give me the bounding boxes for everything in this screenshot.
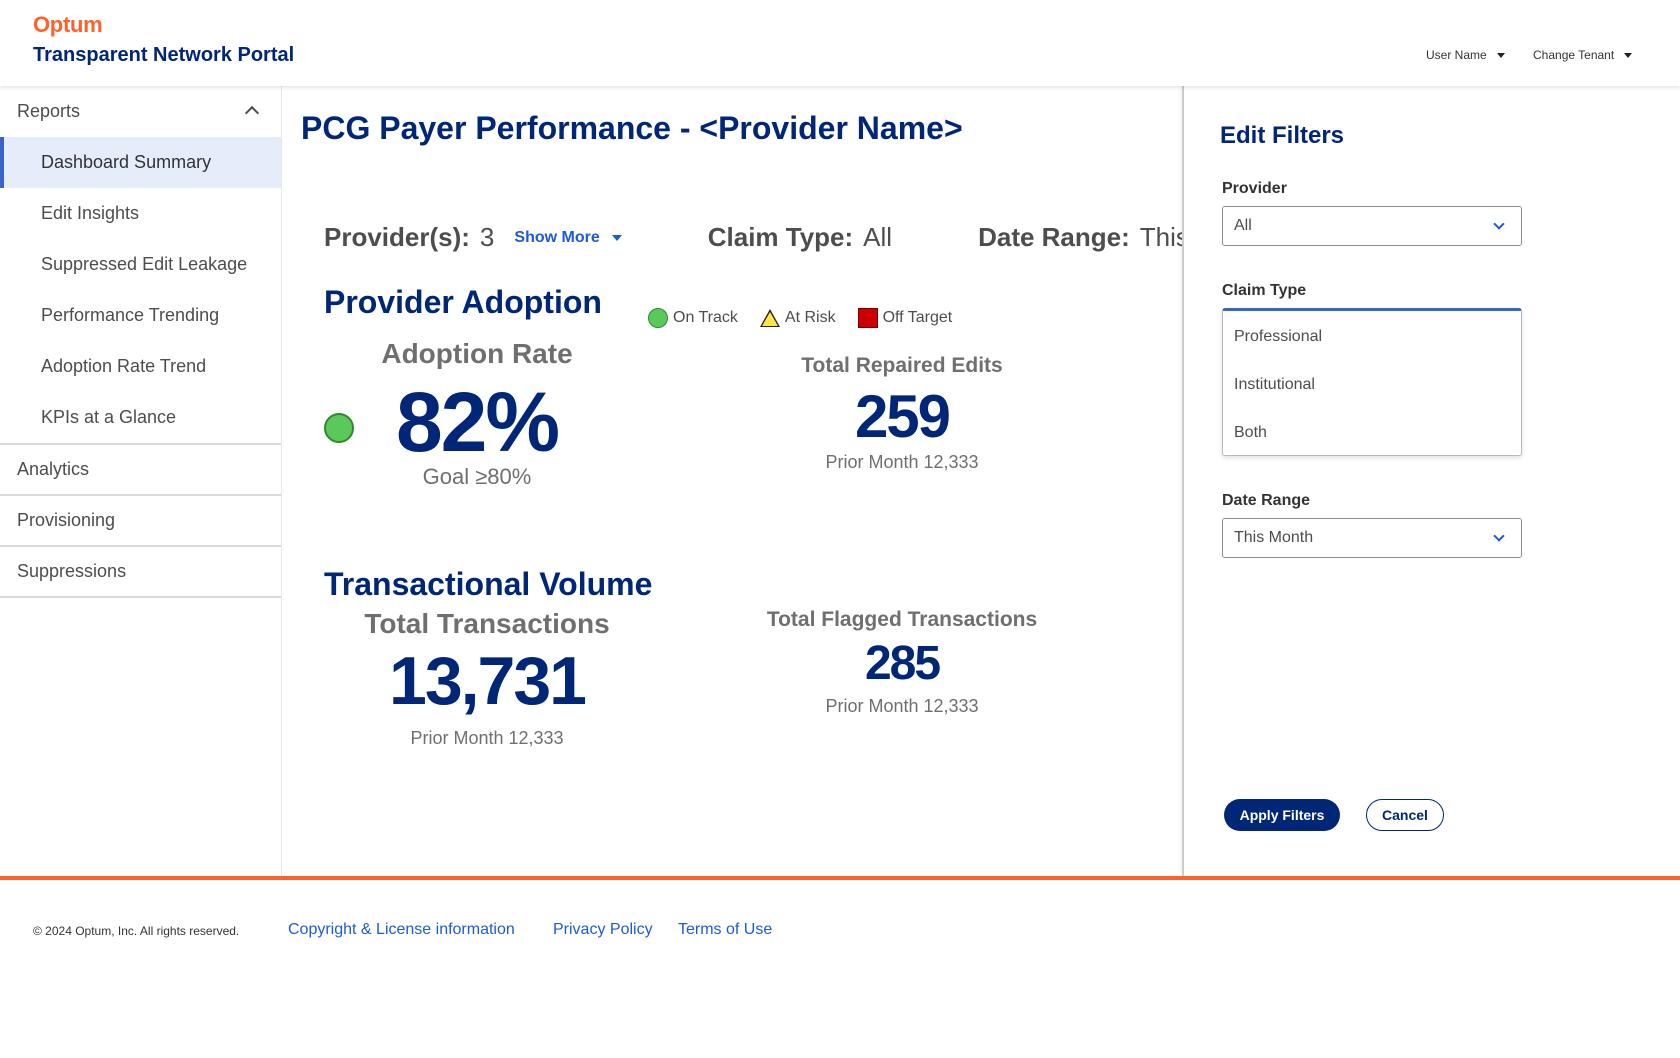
repaired-edits-label: Total Repaired Edits: [801, 354, 1003, 377]
sidebar-section-provisioning[interactable]: Provisioning: [0, 496, 281, 547]
adoption-goal: Goal ≥80%: [422, 464, 532, 489]
sidebar-item-dashboard-summary[interactable]: Dashboard Summary: [0, 137, 281, 188]
legend-label: Off Target: [882, 309, 953, 326]
flagged-transactions-prior: Prior Month 12,333: [825, 696, 979, 716]
legend-off-target: Off Target: [857, 308, 953, 328]
claim-type-dropdown[interactable]: Professional Institutional Both: [1222, 308, 1522, 456]
footer-divider: [0, 876, 1680, 880]
adoption-rate-label: Adoption Rate: [381, 338, 573, 369]
sidebar-item-label: KPIs at a Glance: [41, 407, 177, 427]
sidebar-section-reports[interactable]: Reports: [0, 86, 281, 137]
copyright-license-link[interactable]: Copyright & License information: [288, 921, 515, 938]
on-track-status-icon: [324, 413, 354, 443]
chevron-up-icon: [244, 105, 260, 121]
claim-type-summary-value: All: [863, 222, 893, 252]
date-range-summary-label: Date Range:: [978, 222, 1130, 252]
sidebar-item-suppressed-edit-leakage[interactable]: Suppressed Edit Leakage: [0, 239, 281, 290]
claim-type-summary-label: Claim Type:: [707, 222, 854, 252]
provider-adoption-title: Provider Adoption: [324, 284, 602, 320]
page-title: PCG Payer Performance - <Provider Name>: [301, 110, 963, 146]
legend-at-risk: At Risk: [759, 309, 836, 327]
claim-type-field-label: Claim Type: [1222, 282, 1307, 299]
sidebar-item-label: Dashboard Summary: [41, 152, 212, 172]
user-menu[interactable]: User Name: [1426, 48, 1505, 62]
privacy-policy-link[interactable]: Privacy Policy: [553, 921, 653, 938]
date-range-select[interactable]: This Month: [1222, 518, 1522, 558]
repaired-edits-value: 259: [854, 383, 951, 450]
caret-down-icon: [1624, 52, 1633, 58]
sidebar-item-label: Adoption Rate Trend: [41, 356, 207, 376]
chevron-down-icon: [1493, 530, 1505, 542]
terms-of-use-link[interactable]: Terms of Use: [678, 921, 773, 938]
date-range-field-label: Date Range: [1222, 492, 1311, 509]
claim-type-option-institutional[interactable]: Institutional: [1234, 376, 1315, 393]
provider-select-value: All: [1234, 217, 1252, 234]
date-range-select-value: This Month: [1234, 529, 1314, 546]
show-more-label: Show More: [514, 228, 600, 246]
green-circle-icon: [648, 308, 668, 328]
total-transactions-value: 13,731: [389, 643, 587, 719]
user-menu-label: User Name: [1426, 48, 1487, 62]
total-transactions-label: Total Transactions: [364, 608, 610, 639]
show-more-button[interactable]: Show More: [514, 228, 622, 247]
date-range-summary-value: This: [1139, 222, 1182, 252]
app-header: Optum Transparent Network Portal User Na…: [0, 0, 1680, 86]
claim-type-option-professional[interactable]: Professional: [1234, 328, 1323, 345]
reports-group: Reports Dashboard Summary Edit Insights …: [0, 86, 281, 445]
flagged-transactions-value: 285: [864, 637, 941, 690]
flagged-transactions-label: Total Flagged Transactions: [766, 608, 1038, 631]
tenant-menu-label: Change Tenant: [1533, 48, 1615, 62]
sidebar-item-label: Edit Insights: [41, 203, 140, 223]
caret-down-icon: [611, 234, 622, 241]
sidebar-item-kpis-at-a-glance[interactable]: KPIs at a Glance: [0, 392, 281, 443]
legend-label: On Track: [673, 309, 738, 326]
chevron-down-icon: [1493, 218, 1505, 230]
cancel-button[interactable]: Cancel: [1366, 799, 1444, 831]
edit-filters-title: Edit Filters: [1220, 122, 1345, 149]
page-footer: © 2024 Optum, Inc. All rights reserved. …: [0, 880, 1680, 1058]
provider-field-label: Provider: [1222, 180, 1287, 197]
status-legend: On Track At Risk Off Target: [648, 308, 974, 328]
caret-down-icon: [1496, 52, 1505, 58]
sidebar-section-suppressions[interactable]: Suppressions: [0, 547, 281, 598]
sidebar-item-label: Suppressed Edit Leakage: [41, 254, 248, 274]
sidebar-item-performance-trending[interactable]: Performance Trending: [0, 290, 281, 341]
sidebar-nav: Reports Dashboard Summary Edit Insights …: [0, 86, 282, 876]
sidebar-section-label: Analytics: [17, 459, 90, 479]
edit-filters-panel: Edit Filters Provider All Claim Type Pro…: [1182, 86, 1680, 876]
main-content: PCG Payer Performance - <Provider Name> …: [282, 86, 1182, 876]
apply-filters-button[interactable]: Apply Filters: [1224, 799, 1340, 831]
sidebar-section-label: Provisioning: [17, 510, 116, 530]
total-transactions-prior: Prior Month 12,333: [410, 728, 564, 748]
providers-value: 3: [479, 222, 495, 252]
adoption-rate-value: 82%: [395, 375, 560, 469]
filter-summary: Provider(s): 3 Show More Claim Type: All…: [324, 222, 1182, 253]
providers-label: Provider(s):: [324, 222, 470, 252]
sidebar-section-analytics[interactable]: Analytics: [0, 445, 281, 496]
portal-title: Transparent Network Portal: [33, 44, 295, 66]
copyright-text: © 2024 Optum, Inc. All rights reserved.: [33, 924, 240, 938]
optum-logo[interactable]: Optum: [33, 12, 103, 37]
legend-on-track: On Track: [648, 308, 738, 328]
sidebar-section-label: Suppressions: [17, 561, 127, 581]
repaired-edits-prior: Prior Month 12,333: [825, 452, 979, 472]
red-square-icon: [857, 308, 878, 328]
legend-label: At Risk: [784, 309, 836, 326]
sidebar-section-label: Reports: [17, 101, 81, 121]
tenant-menu[interactable]: Change Tenant: [1533, 48, 1633, 62]
sidebar-item-adoption-rate-trend[interactable]: Adoption Rate Trend: [0, 341, 281, 392]
transactional-volume-title: Transactional Volume: [324, 566, 653, 602]
claim-type-option-both[interactable]: Both: [1234, 424, 1267, 441]
yellow-triangle-icon: [759, 309, 780, 327]
sidebar-item-label: Performance Trending: [41, 305, 220, 325]
sidebar-item-edit-insights[interactable]: Edit Insights: [0, 188, 281, 239]
provider-select[interactable]: All: [1222, 206, 1522, 246]
